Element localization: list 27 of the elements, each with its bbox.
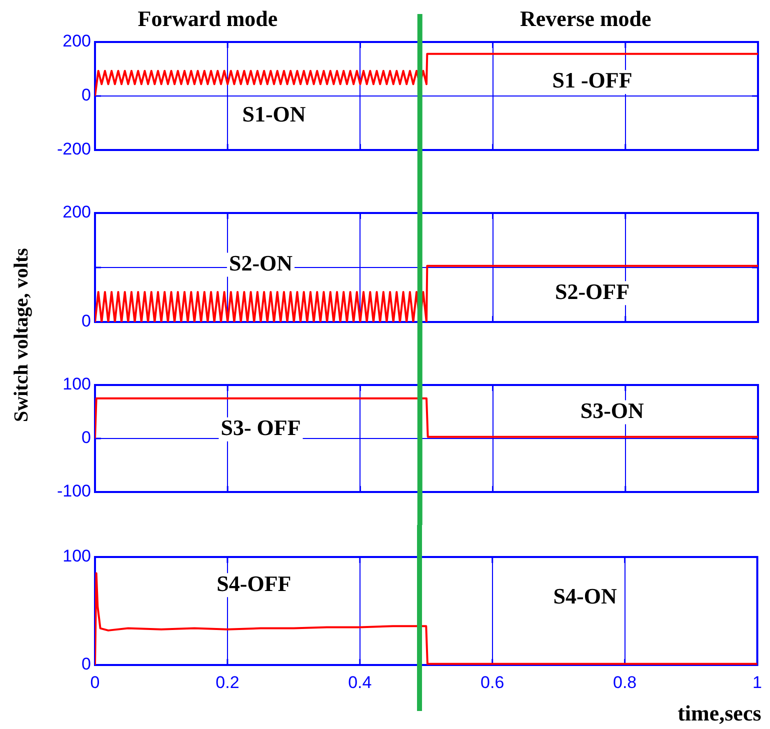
- annotation: S1 -OFF: [552, 68, 632, 93]
- annotation: S1-ON: [242, 102, 306, 127]
- y-tick-label: 0: [82, 428, 91, 448]
- y-tick-label: 100: [62, 546, 91, 566]
- annotation: S4-OFF: [216, 570, 292, 596]
- x-tick-label: 0.6: [480, 672, 504, 692]
- x-tick-label: 1: [752, 672, 762, 692]
- x-tick-label: 0.4: [348, 672, 372, 692]
- annotation: S2-OFF: [554, 278, 630, 304]
- y-tick-label: 0: [82, 86, 91, 105]
- text: Reverse mode: [520, 6, 652, 32]
- annotation: S2-ON: [228, 250, 293, 276]
- x-axis-title: time,secs: [678, 700, 762, 726]
- y-tick-label: -100: [56, 482, 91, 501]
- y-tick-label: 100: [62, 374, 91, 394]
- annotation: S3- OFF: [220, 415, 301, 440]
- y-tick-label: 200: [62, 32, 91, 51]
- x-tick-label: 0.8: [613, 672, 637, 692]
- annotation: S3-ON: [580, 398, 644, 423]
- y-tick-label: -200: [56, 140, 91, 159]
- y-axis-title: Switch voltage, volts: [10, 248, 34, 422]
- text: Forward mode: [138, 6, 278, 32]
- y-tick-label: 200: [62, 202, 91, 222]
- y-tick-label: 0: [82, 654, 91, 674]
- x-tick-label: 0.2: [216, 672, 240, 692]
- annotation: S4-ON: [553, 584, 617, 609]
- y-tick-label: 0: [82, 312, 91, 331]
